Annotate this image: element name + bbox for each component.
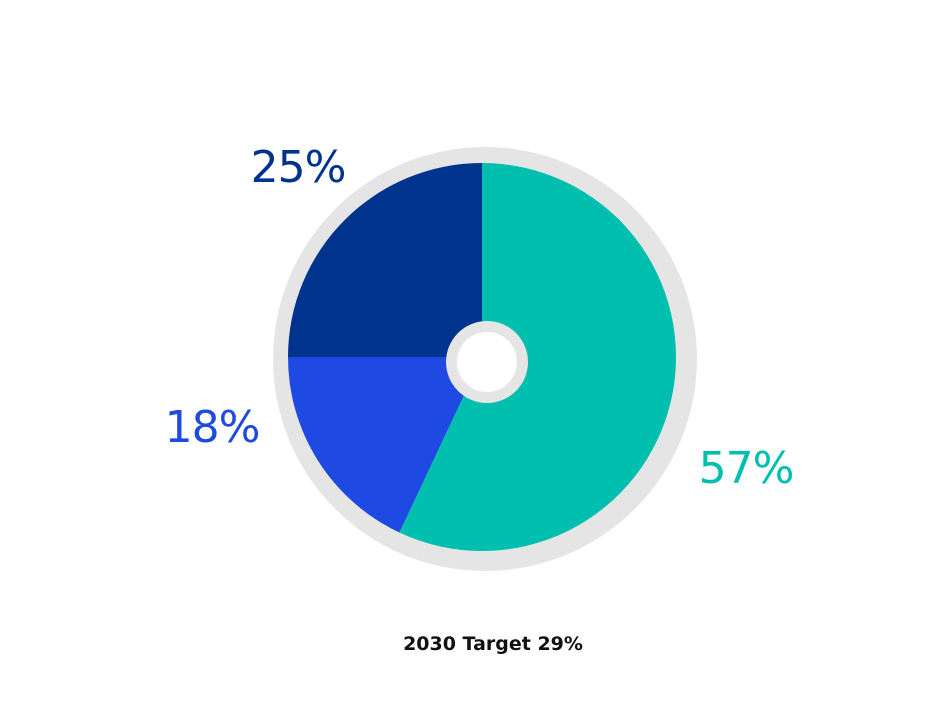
slice-label-25: 25% (251, 142, 346, 193)
pie-slice-57 (399, 163, 676, 551)
chart-caption: 2030 Target 29% (403, 633, 583, 655)
pie-slice-18 (288, 357, 482, 533)
slice-label-57: 57% (699, 443, 794, 494)
pie-slice-25 (288, 163, 482, 357)
center-hole (457, 332, 517, 392)
slice-label-18: 18% (165, 402, 260, 453)
